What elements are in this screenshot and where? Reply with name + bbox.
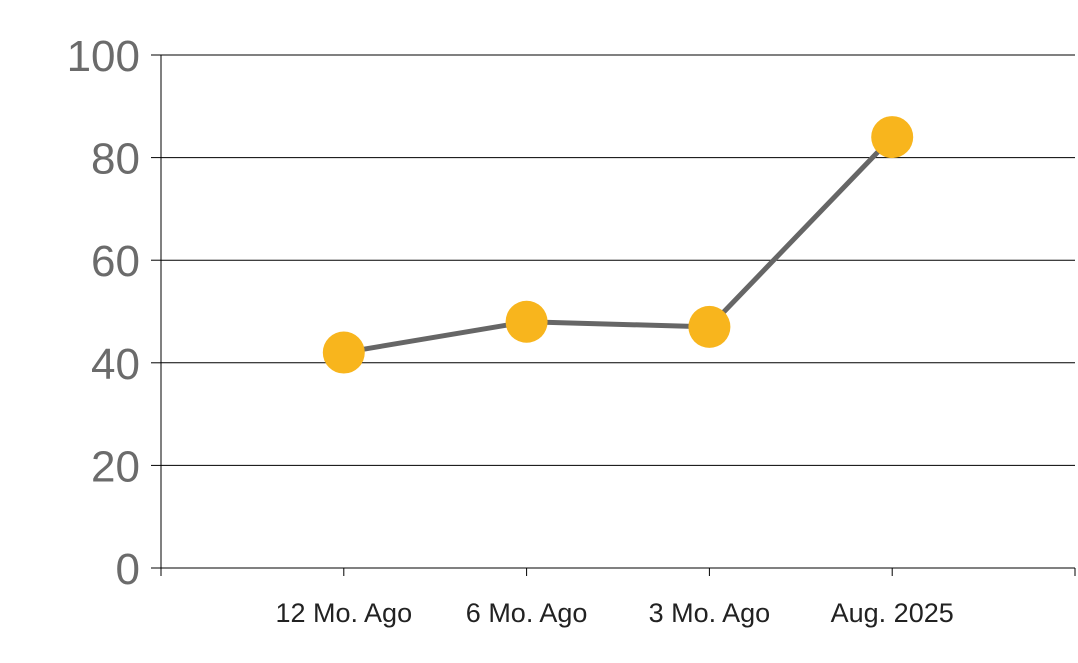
axes	[151, 54, 1076, 576]
y-tick-label: 40	[91, 340, 140, 389]
x-tick-label: Aug. 2025	[831, 598, 954, 628]
data-point-marker	[505, 300, 548, 343]
x-tick-labels: 12 Mo. Ago 6 Mo. Ago 3 Mo. Ago Aug. 2025	[275, 598, 953, 628]
y-tick-label: 80	[91, 135, 140, 184]
y-tick-label: 0	[116, 545, 140, 594]
y-tick-label: 100	[67, 32, 140, 81]
y-tick-label: 60	[91, 237, 140, 286]
data-point-marker	[871, 116, 914, 159]
gridlines	[161, 54, 1075, 569]
series-line	[343, 135, 895, 356]
data-point-marker	[688, 305, 731, 348]
x-tick-label: 6 Mo. Ago	[466, 598, 588, 628]
y-tick-labels: 0 20 40 60 80 100	[67, 32, 140, 594]
x-tick-label: 3 Mo. Ago	[649, 598, 771, 628]
y-tick-label: 20	[91, 442, 140, 491]
series	[322, 116, 914, 374]
data-point-marker	[322, 331, 365, 374]
x-tick-label: 12 Mo. Ago	[275, 598, 412, 628]
